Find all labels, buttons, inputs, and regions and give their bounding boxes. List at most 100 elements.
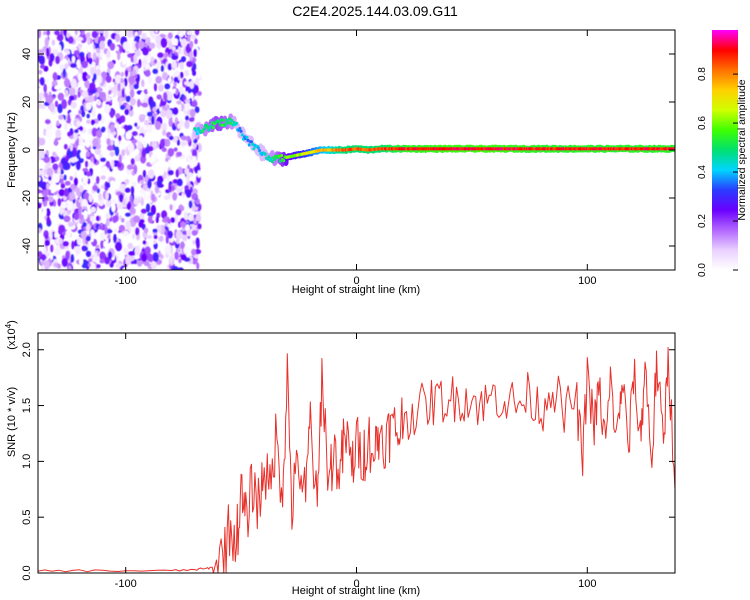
noise-speck	[194, 106, 200, 113]
noise-speck	[125, 212, 131, 217]
noise-speck	[176, 100, 182, 105]
noise-speck	[40, 260, 45, 266]
noise-speck	[97, 113, 102, 121]
noise-speck	[114, 138, 119, 148]
noise-speck	[184, 99, 191, 104]
ridge-core	[277, 154, 281, 158]
noise-speck	[80, 151, 84, 159]
noise-speck	[175, 209, 182, 216]
ridge-core	[230, 119, 234, 123]
spectrogram-y-tick-label: 40	[21, 48, 33, 60]
ridge-core	[206, 125, 210, 129]
noise-speck	[107, 233, 111, 240]
ridge-core	[246, 138, 250, 142]
snr-x-axis-label: Height of straight line (km)	[292, 585, 420, 597]
noise-speck	[123, 247, 127, 254]
noise-speck	[124, 69, 129, 78]
noise-speck	[143, 94, 148, 100]
noise-speck	[46, 167, 54, 177]
noise-speck	[63, 143, 68, 150]
noise-speck	[125, 220, 131, 230]
noise-speck	[170, 217, 176, 224]
noise-speck	[121, 218, 125, 223]
noise-speck	[127, 242, 134, 250]
noise-speck	[144, 246, 151, 255]
ridge-core	[263, 152, 267, 156]
noise-speck	[92, 52, 97, 61]
noise-speck	[90, 119, 96, 126]
noise-speck	[84, 79, 90, 89]
noise-speck	[128, 255, 135, 261]
noise-speck	[106, 138, 111, 146]
noise-speck	[173, 147, 178, 152]
noise-speck	[144, 69, 151, 77]
noise-speck	[167, 77, 172, 84]
noise-speck	[149, 30, 154, 36]
noise-speck	[95, 244, 100, 249]
noise-speck	[105, 182, 111, 188]
ridge-core	[278, 159, 282, 163]
noise-speck	[135, 227, 140, 236]
noise-speck	[134, 49, 141, 57]
noise-speck	[90, 206, 97, 213]
ridge-core	[194, 129, 198, 133]
noise-speck	[164, 245, 172, 255]
noise-speck	[118, 154, 122, 164]
noise-speck	[67, 221, 75, 227]
noise-speck	[53, 182, 58, 192]
noise-speck	[87, 262, 91, 267]
spectrogram-y-tick-label: 0	[21, 147, 33, 153]
noise-speck	[41, 196, 46, 203]
noise-speck	[59, 174, 64, 180]
noise-speck	[38, 151, 43, 160]
snr-panel: -100 0 100 0.0 0.5 1.0 1.5 2.0 Height of straig…	[4, 320, 676, 597]
noise-speck	[105, 191, 109, 201]
ridge-core	[226, 121, 230, 125]
ridge-core	[209, 124, 213, 128]
noise-speck	[61, 257, 68, 268]
noise-speck	[168, 40, 173, 50]
noise-speck	[120, 184, 127, 189]
noise-speck	[76, 120, 81, 128]
noise-speck	[118, 97, 122, 108]
noise-speck	[100, 175, 106, 180]
noise-speck	[79, 257, 84, 266]
noise-speck	[57, 44, 62, 53]
noise-speck	[156, 60, 161, 69]
noise-speck	[38, 176, 41, 182]
noise-speck	[106, 49, 111, 60]
noise-speck	[58, 224, 66, 233]
noise-speck	[137, 99, 141, 108]
noise-speck	[118, 215, 123, 221]
noise-speck	[167, 170, 174, 176]
ridge-core	[282, 159, 286, 163]
noise-speck	[142, 169, 146, 178]
noise-speck	[98, 35, 106, 43]
noise-speck	[197, 91, 202, 96]
noise-speck	[123, 230, 129, 237]
noise-speck	[81, 30, 85, 36]
spectrogram-x-tick-label: 0	[353, 275, 359, 287]
noise-speck	[80, 33, 87, 44]
noise-speck	[64, 180, 71, 186]
noise-speck	[164, 83, 171, 90]
noise-speck	[86, 44, 94, 53]
noise-speck	[167, 218, 172, 224]
noise-speck	[162, 161, 167, 168]
noise-speck	[158, 84, 164, 92]
noise-speck	[172, 179, 179, 184]
noise-speck	[117, 82, 121, 92]
noise-speck	[179, 71, 184, 79]
noise-speck	[172, 192, 178, 201]
noise-speck	[120, 71, 125, 77]
noise-speck	[91, 233, 94, 243]
noise-speck	[169, 204, 173, 211]
noise-speck	[193, 48, 198, 58]
noise-speck	[143, 82, 150, 90]
chart-title: C2E4.2025.144.03.09.G11	[292, 3, 458, 19]
snr-y-axis-label: SNR (10 * v/v)	[6, 387, 18, 457]
noise-speck	[160, 65, 165, 72]
noise-speck	[124, 178, 130, 185]
snr-ticks: -100 0 100 0.0 0.5 1.0 1.5 2.0	[21, 333, 675, 590]
